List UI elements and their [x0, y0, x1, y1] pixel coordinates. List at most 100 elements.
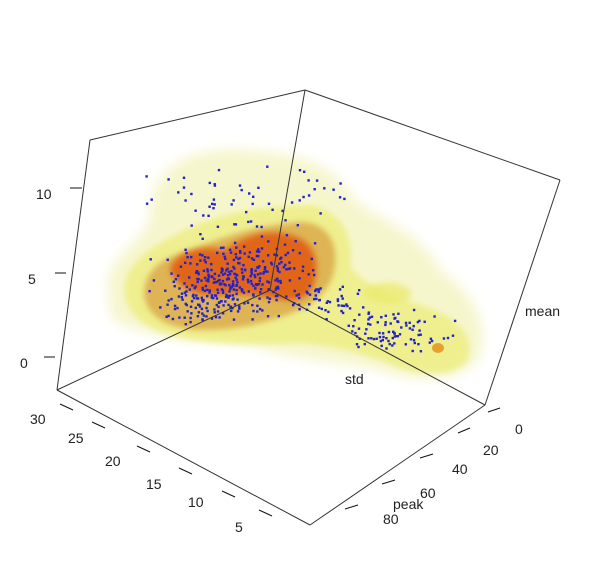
data-point: [222, 304, 225, 307]
data-point: [250, 272, 253, 275]
data-point: [451, 334, 455, 337]
data-point: [385, 347, 388, 350]
data-point: [228, 290, 231, 293]
peak-tick: [487, 407, 501, 413]
data-point: [293, 289, 296, 293]
data-point: [398, 333, 402, 336]
data-point: [231, 294, 235, 297]
data-point: [345, 303, 348, 306]
data-point: [172, 280, 175, 283]
data-point: [197, 278, 200, 281]
data-point: [201, 237, 204, 240]
data-point: [307, 273, 310, 276]
data-point: [286, 251, 290, 255]
data-point: [317, 290, 320, 294]
data-point: [174, 278, 178, 281]
data-point: [261, 309, 264, 312]
data-point: [247, 255, 250, 258]
data-point: [266, 280, 269, 283]
data-point: [166, 258, 169, 261]
mean-tick-label: 5: [28, 271, 36, 287]
data-point: [225, 293, 228, 297]
data-point: [325, 318, 328, 321]
data-point: [417, 343, 420, 346]
data-point: [238, 286, 242, 289]
data-point: [259, 288, 263, 291]
data-point: [183, 316, 186, 319]
data-point: [285, 268, 288, 271]
data-point: [261, 260, 265, 263]
data-point: [196, 263, 199, 266]
data-point: [337, 304, 340, 307]
data-point: [184, 248, 187, 251]
data-point: [396, 335, 399, 338]
data-point: [210, 262, 213, 266]
data-point: [190, 224, 193, 227]
data-point: [165, 315, 168, 318]
data-point: [178, 287, 181, 290]
data-point: [364, 332, 367, 335]
data-point: [258, 250, 261, 253]
data-point: [367, 312, 370, 315]
data-point: [291, 303, 295, 307]
data-point: [259, 291, 262, 294]
data-point: [217, 305, 220, 308]
data-point: [310, 257, 313, 261]
data-point: [308, 293, 312, 296]
data-point: [428, 341, 431, 344]
data-point: [238, 184, 242, 187]
data-point: [190, 255, 193, 259]
data-point: [260, 225, 263, 229]
data-point: [247, 290, 250, 293]
data-point: [210, 296, 213, 299]
data-point: [312, 269, 315, 272]
data-point: [228, 283, 231, 287]
data-point: [250, 268, 253, 271]
data-point: [233, 303, 237, 306]
data-point: [405, 324, 408, 327]
data-point: [262, 270, 266, 274]
data-point: [213, 308, 216, 311]
data-point: [201, 286, 204, 290]
data-point: [216, 279, 220, 283]
data-point: [159, 306, 162, 309]
data-point: [227, 277, 230, 280]
data-point: [178, 316, 181, 319]
data-point: [341, 297, 344, 300]
data-point: [284, 253, 287, 257]
mean-tick-label: 0: [20, 355, 28, 371]
mean-axis: 10 5 0: [20, 186, 82, 371]
data-point: [315, 288, 319, 291]
data-point: [453, 319, 457, 323]
data-point: [213, 311, 216, 314]
data-point: [212, 296, 215, 300]
data-point: [186, 310, 189, 313]
data-point: [228, 248, 232, 251]
data-point: [251, 202, 254, 206]
data-point: [294, 240, 297, 243]
data-point: [207, 273, 210, 276]
data-point: [241, 290, 244, 293]
data-point: [320, 307, 323, 311]
data-point: [184, 261, 187, 264]
data-point: [419, 333, 422, 336]
peak-tick: [419, 453, 434, 459]
data-point: [237, 257, 240, 261]
data-point: [210, 294, 214, 297]
data-point: [313, 273, 316, 277]
data-point: [182, 186, 186, 189]
data-point: [185, 251, 188, 255]
data-point: [247, 280, 250, 284]
data-point: [394, 316, 397, 320]
data-point: [381, 338, 384, 342]
data-point: [357, 327, 361, 330]
data-point: [211, 202, 214, 206]
data-point: [203, 289, 207, 292]
data-point: [264, 270, 267, 273]
data-point: [305, 290, 308, 293]
data-point: [208, 291, 211, 294]
data-point: [381, 332, 385, 335]
data-point: [230, 309, 233, 313]
data-point: [343, 304, 346, 308]
